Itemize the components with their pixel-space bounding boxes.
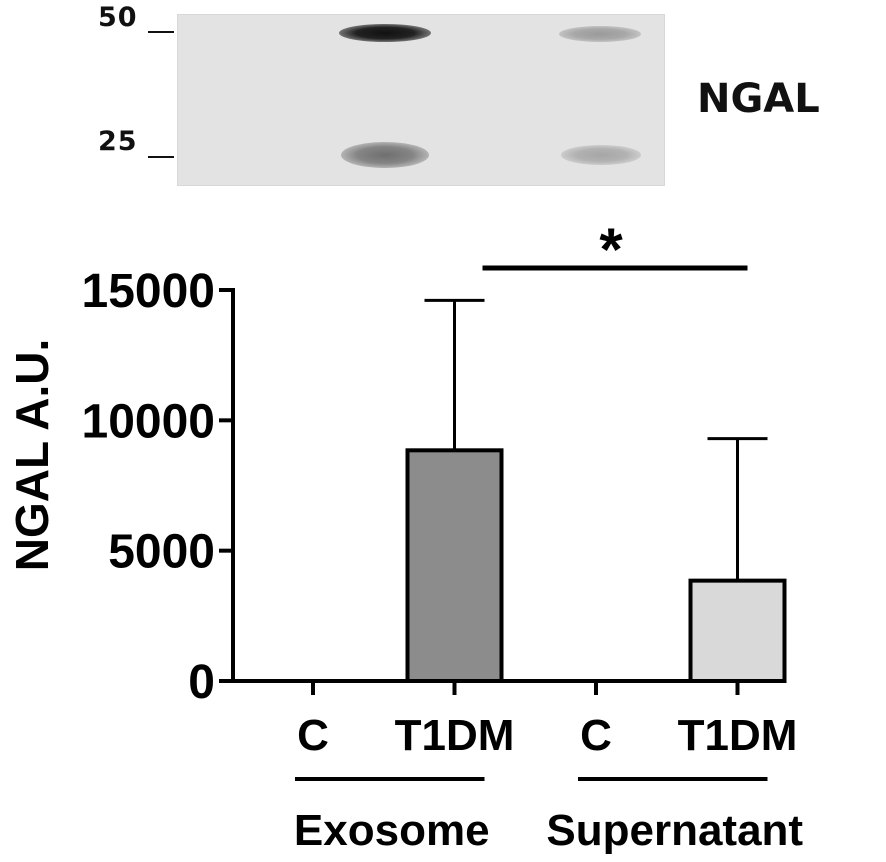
group-labels: Exosome Supernatant: [294, 777, 803, 855]
y-tick-label: 15000: [82, 265, 215, 318]
group-label: Exosome: [294, 806, 490, 855]
x-tick-label: T1DM: [395, 711, 515, 760]
y-tick-label: 0: [188, 656, 215, 709]
y-axis-label: NGAL A.U.: [6, 339, 58, 572]
blot-lane-supernatant-t1dm: [557, 14, 657, 186]
group-label: Supernatant: [546, 806, 803, 855]
bar: [405, 448, 504, 683]
x-axis: C T1DM C T1DM: [231, 679, 798, 760]
blot-band-50kda: [339, 24, 431, 42]
marker-50-tick: [148, 31, 174, 33]
marker-25-tick: [148, 156, 174, 158]
y-tick-label: 10000: [82, 395, 215, 448]
blot-label: NGAL: [697, 76, 820, 122]
blot-lane-exosome-t1dm: [337, 14, 437, 186]
blot-band-25kda: [561, 145, 641, 165]
x-tick-label: T1DM: [678, 711, 798, 760]
error-bars: [424, 298, 768, 581]
significance-star: *: [599, 216, 623, 283]
marker-25: 25: [98, 126, 138, 157]
blot-band-50kda: [559, 26, 641, 42]
y-tick-label: 5000: [108, 526, 215, 579]
bars: [405, 448, 787, 683]
blot-band-25kda: [341, 142, 429, 168]
x-tick-label: C: [580, 711, 612, 760]
bar: [688, 578, 787, 683]
marker-50: 50: [98, 2, 138, 33]
x-tick-label: C: [297, 711, 329, 760]
western-blot: [177, 14, 665, 186]
significance-bracket: *: [482, 216, 748, 283]
y-axis: 0 5000 10000 15000: [82, 265, 235, 709]
